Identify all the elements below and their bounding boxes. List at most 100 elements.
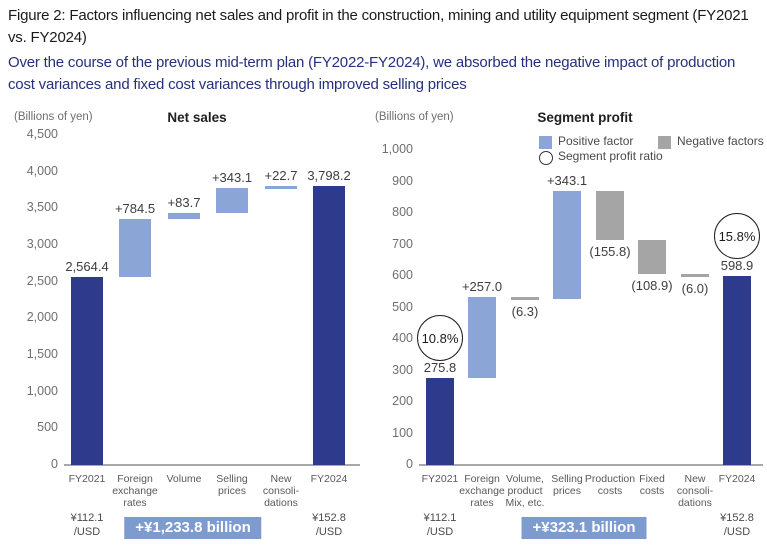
category-label: Foreign exchange rates <box>438 473 526 509</box>
y-tick-label: 800 <box>392 205 413 219</box>
legend-circle-icon <box>539 151 553 165</box>
unit-label: (Billions of yen) <box>375 111 454 123</box>
exchange-rate-fy2024: ¥152.8/USD <box>297 511 361 539</box>
segment-profit-ratio-value: 10.8% <box>421 330 459 346</box>
exchange-rate-fy2021: ¥112.1/USD <box>55 511 119 539</box>
y-tick-label: 600 <box>392 268 413 282</box>
segment-profit-waterfall-chart: (Billions of yen) Segment profit Positive … <box>370 100 767 548</box>
exchange-rate-fy2021: ¥112.1/USD <box>408 511 472 539</box>
change-badge: +¥1,233.8 billion <box>124 517 262 539</box>
waterfall-bar <box>168 213 200 219</box>
category-label-line: FY2021 <box>68 473 106 485</box>
rate-label-line: ¥152.8 <box>312 512 346 524</box>
category-label-line: Fixed <box>639 473 665 485</box>
category-label-line: dations <box>264 497 298 509</box>
category-label-line: Foreign <box>464 473 500 485</box>
category-label-line: Production <box>584 473 636 485</box>
waterfall-bar <box>265 186 297 189</box>
y-tick-label: 300 <box>392 363 413 377</box>
category-label-line: FY2024 <box>310 473 348 485</box>
category-label-line: FY2024 <box>718 473 756 485</box>
y-tick-label: 1,500 <box>26 347 58 361</box>
waterfall-bar <box>426 378 454 465</box>
y-tick-label: 1,000 <box>381 142 413 156</box>
x-axis-line <box>64 464 360 466</box>
change-badge: +¥323.1 billion <box>521 517 647 539</box>
rate-label-line: ¥152.8 <box>720 512 754 524</box>
y-tick-label: 0 <box>51 457 58 471</box>
y-tick-label: 500 <box>37 420 58 434</box>
category-label: Fixed costs <box>608 473 696 497</box>
category-label-line: New <box>684 473 706 485</box>
waterfall-bar <box>681 274 709 277</box>
segment-profit-ratio-value: 15.8% <box>718 228 756 244</box>
waterfall-bar <box>553 191 581 299</box>
legend-swatch-negative <box>658 136 671 149</box>
category-label-line: exchange <box>112 485 158 497</box>
exchange-rate-fy2024: ¥152.8/USD <box>705 511 767 539</box>
bar-value-label: (108.9) <box>631 278 673 293</box>
chart-title: Net sales <box>167 110 227 125</box>
rate-label-line: ¥112.1 <box>70 512 104 524</box>
category-label: Foreign exchange rates <box>91 473 179 509</box>
y-tick-label: 500 <box>392 300 413 314</box>
figure-subtitle: Over the course of the previous mid-term… <box>8 54 736 93</box>
category-label-line: rates <box>123 497 147 509</box>
category-label-line: rates <box>470 497 494 509</box>
y-tick-label: 400 <box>392 331 413 345</box>
category-label: FY2021 <box>396 473 484 485</box>
y-tick-label: 1,000 <box>26 384 58 398</box>
y-tick-label: 4,000 <box>26 164 58 178</box>
y-tick-label: 4,500 <box>26 127 58 141</box>
category-label-line: Volume <box>166 473 202 485</box>
legend-label: Segment profit ratio <box>558 149 663 163</box>
y-tick-label: 3,500 <box>26 200 58 214</box>
segment-profit-ratio-circle: 15.8% <box>714 213 760 259</box>
chart-title: Segment profit <box>537 110 633 125</box>
rate-label-line: /USD <box>73 526 101 538</box>
y-tick-label: 2,000 <box>26 310 58 324</box>
legend-swatch-positive <box>539 136 552 149</box>
rate-label-line: ¥112.1 <box>423 512 457 524</box>
category-label: Volume, product Mix, etc. <box>481 473 569 509</box>
bar-value-label: 275.8 <box>423 360 457 375</box>
figure-title: Figure 2: Factors influencing net sales … <box>8 7 749 46</box>
y-tick-label: 900 <box>392 174 413 188</box>
rate-label-line: /USD <box>315 526 343 538</box>
category-label: FY2024 <box>693 473 767 485</box>
waterfall-bar <box>216 188 248 213</box>
rate-label-line: /USD <box>723 526 751 538</box>
segment-profit-ratio-circle: 10.8% <box>417 315 463 361</box>
category-label-line: product <box>507 485 543 497</box>
category-label: New consoli-dations <box>237 473 325 509</box>
bar-value-label: +343.1 <box>546 173 588 188</box>
rate-label-line: /USD <box>426 526 454 538</box>
waterfall-bar <box>313 186 345 465</box>
bar-value-label: (155.8) <box>589 244 631 259</box>
y-tick-label: 200 <box>392 394 413 408</box>
bar-value-label: (6.0) <box>681 281 709 296</box>
category-label: FY2024 <box>285 473 373 485</box>
waterfall-bar <box>468 297 496 378</box>
category-label-line: exchange <box>459 485 505 497</box>
category-label-line: dations <box>678 497 712 509</box>
y-tick-label: 3,000 <box>26 237 58 251</box>
category-label: New consoli-dations <box>651 473 739 509</box>
waterfall-bar <box>638 240 666 274</box>
bar-value-label: 3,798.2 <box>307 168 351 183</box>
waterfall-bar <box>723 276 751 465</box>
x-axis-line <box>419 464 763 466</box>
category-label-line: costs <box>639 485 665 497</box>
y-tick-label: 2,500 <box>26 274 58 288</box>
unit-label: (Billions of yen) <box>14 111 93 123</box>
category-label-line: Selling <box>551 473 583 485</box>
waterfall-bar <box>119 219 151 277</box>
y-tick-label: 0 <box>406 457 413 471</box>
waterfall-bar <box>71 277 103 465</box>
category-label: Volume <box>140 473 228 485</box>
bar-value-label: +257.0 <box>461 279 503 294</box>
category-label-line: prices <box>552 485 581 497</box>
category-label: Production costs <box>566 473 654 497</box>
category-label-line: New <box>270 473 292 485</box>
